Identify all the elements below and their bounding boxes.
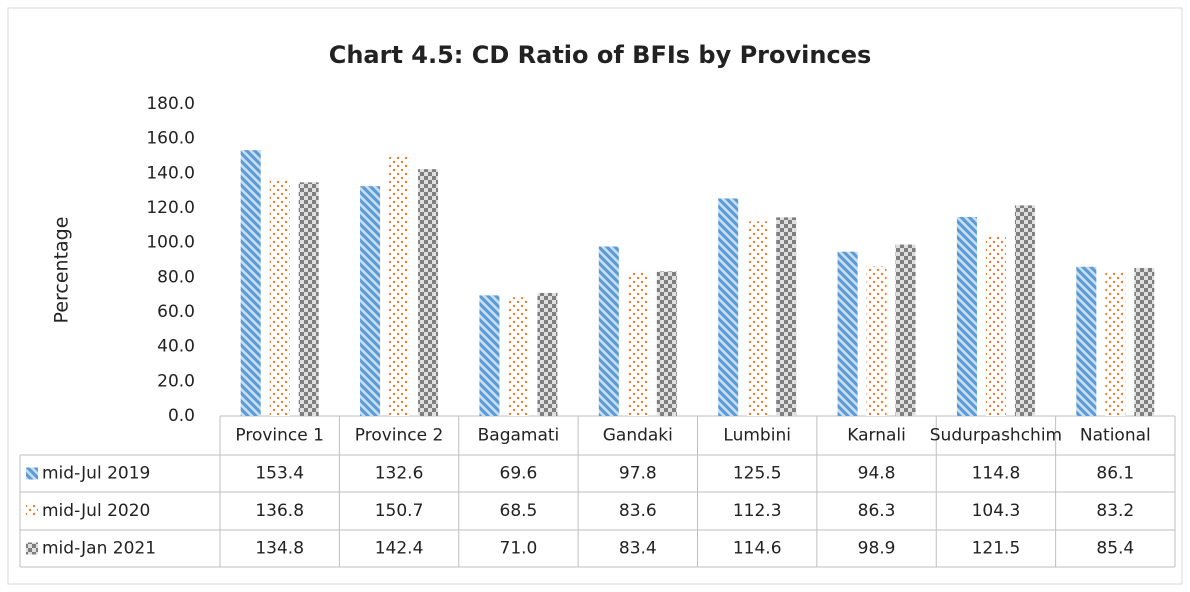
bar xyxy=(1014,205,1035,416)
table-value: 97.8 xyxy=(619,464,657,484)
table-value: 136.8 xyxy=(255,501,304,521)
x-tick-label: National xyxy=(1080,426,1151,446)
bar xyxy=(389,154,410,416)
x-tick-label: Gandaki xyxy=(603,426,673,446)
table-value: 114.8 xyxy=(972,464,1021,484)
table-value: 153.4 xyxy=(255,464,304,484)
bar xyxy=(866,266,887,416)
bar xyxy=(1105,271,1126,416)
table-value: 134.8 xyxy=(255,539,304,559)
bar xyxy=(656,271,677,416)
x-tick-label: Province 2 xyxy=(355,426,444,446)
y-tick-label: 60.0 xyxy=(157,302,195,322)
table-value: 71.0 xyxy=(500,539,538,559)
x-tick-label: Province 1 xyxy=(235,426,324,446)
y-tick-label: 0.0 xyxy=(168,406,195,426)
table-value: 142.4 xyxy=(375,539,424,559)
bar xyxy=(895,244,916,416)
y-tick-label: 100.0 xyxy=(146,233,195,253)
y-tick-label: 160.0 xyxy=(146,129,195,149)
legend-label: mid-Jan 2021 xyxy=(42,539,156,559)
bar xyxy=(837,251,858,416)
table-value: 83.4 xyxy=(619,539,657,559)
x-tick-label: Bagamati xyxy=(478,426,560,446)
y-tick-label: 140.0 xyxy=(146,163,195,183)
y-tick-label: 80.0 xyxy=(157,267,195,287)
legend-swatch xyxy=(26,467,38,480)
bar xyxy=(1076,266,1097,416)
bar xyxy=(956,217,977,416)
bar xyxy=(360,186,381,416)
bar xyxy=(776,217,797,416)
bar xyxy=(269,178,290,416)
legend-label: mid-Jul 2020 xyxy=(42,501,150,521)
y-tick-label: 20.0 xyxy=(157,371,195,391)
bar xyxy=(747,221,768,416)
table-value: 121.5 xyxy=(972,539,1021,559)
table-value: 125.5 xyxy=(733,464,782,484)
table-value: 86.3 xyxy=(858,501,896,521)
x-tick-label: Karnali xyxy=(847,426,906,446)
bar xyxy=(1134,267,1155,416)
bar xyxy=(418,169,439,416)
table-value: 132.6 xyxy=(375,464,424,484)
bar xyxy=(985,235,1006,416)
x-tick-label: Sudurpashchim xyxy=(930,426,1062,446)
table-value: 83.2 xyxy=(1096,501,1134,521)
legend-label: mid-Jul 2019 xyxy=(42,464,150,484)
y-tick-label: 120.0 xyxy=(146,198,195,218)
bar xyxy=(718,198,739,416)
table-value: 104.3 xyxy=(972,501,1021,521)
y-tick-label: 180.0 xyxy=(146,94,195,114)
bar xyxy=(627,271,648,416)
legend-swatch xyxy=(26,542,38,555)
legend-swatch xyxy=(26,505,38,517)
bar xyxy=(479,295,500,416)
bar xyxy=(240,150,261,416)
x-tick-label: Lumbini xyxy=(723,426,791,446)
bar xyxy=(508,297,529,416)
table-value: 150.7 xyxy=(375,501,424,521)
table-value: 114.6 xyxy=(733,539,782,559)
table-value: 68.5 xyxy=(500,501,538,521)
table-value: 85.4 xyxy=(1096,539,1134,559)
table-value: 98.9 xyxy=(858,539,896,559)
bar xyxy=(298,182,319,416)
y-axis-label: Percentage xyxy=(51,217,73,324)
table-value: 112.3 xyxy=(733,501,782,521)
y-tick-label: 40.0 xyxy=(157,337,195,357)
chart-title: Chart 4.5: CD Ratio of BFIs by Provinces xyxy=(329,41,872,69)
table-value: 86.1 xyxy=(1096,464,1134,484)
table-value: 69.6 xyxy=(500,464,538,484)
bar xyxy=(598,246,619,416)
table-value: 83.6 xyxy=(619,501,657,521)
table-value: 94.8 xyxy=(858,464,896,484)
bar xyxy=(537,292,558,416)
